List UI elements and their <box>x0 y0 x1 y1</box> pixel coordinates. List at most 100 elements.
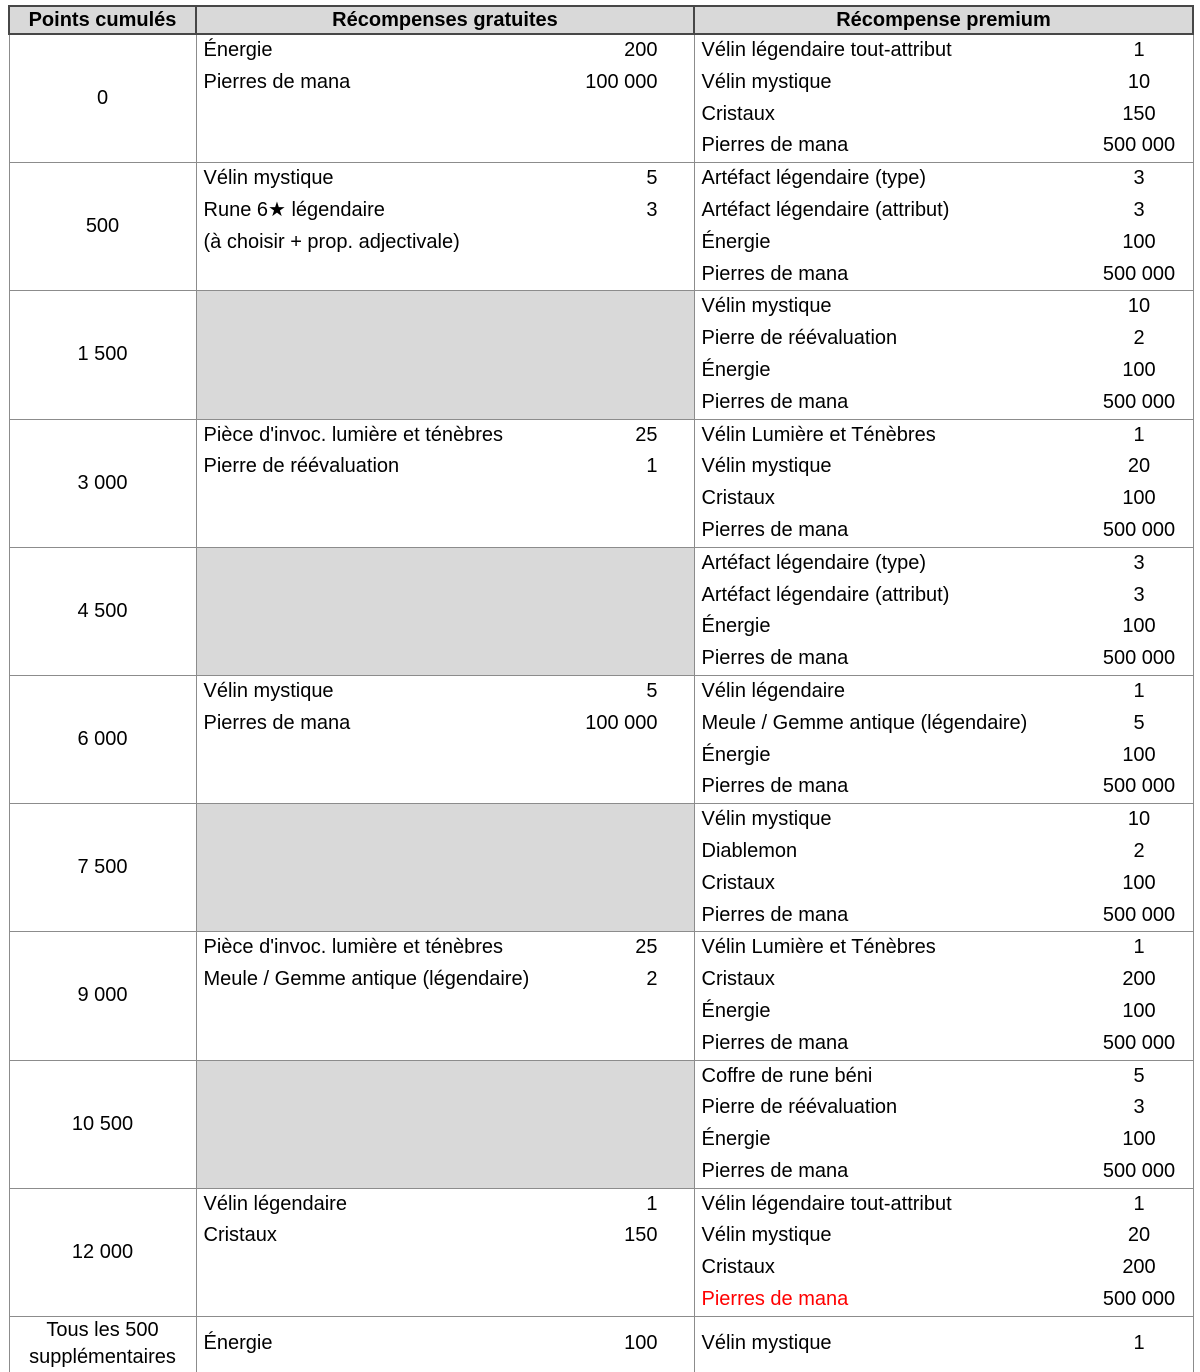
reward-name: Vélin mystique <box>701 295 832 318</box>
reward-name: Vélin mystique <box>701 1224 832 1247</box>
reward-name: Vélin Lumière et Ténèbres <box>701 936 936 959</box>
reward-name: Vélin mystique <box>701 455 832 478</box>
reward-quantity: 10 <box>1127 808 1151 831</box>
reward-item: Vélin mystique 10 <box>695 805 1192 836</box>
premium-rewards-cell: Artéfact légendaire (type) 3 Artéfact lé… <box>693 162 1194 292</box>
reward-item: Vélin mystique 5 <box>197 164 693 195</box>
reward-quantity: 500 000 <box>1102 262 1176 285</box>
free-rewards-cell <box>195 803 695 933</box>
table-row: 7 500 Vélin mystique 10 Diablemon 2 Cris… <box>8 803 1194 933</box>
reward-name: Pierres de mana <box>701 647 849 670</box>
premium-rewards-cell: Vélin légendaire tout-attribut 1 Vélin m… <box>693 33 1194 164</box>
reward-item: Vélin légendaire 1 <box>695 676 1192 707</box>
reward-item: Vélin Lumière et Ténèbres 1 <box>695 420 1192 451</box>
reward-name: Pierres de mana <box>203 711 351 734</box>
reward-name: Cristaux <box>701 968 775 991</box>
reward-name: Meule / Gemme antique (légendaire) <box>701 711 1028 734</box>
reward-name: Cristaux <box>701 1256 775 1279</box>
reward-name: Pierres de mana <box>701 134 849 157</box>
reward-item: Pierres de mana 500 000 <box>695 130 1192 161</box>
reward-quantity: 1 <box>1133 679 1145 702</box>
reward-name: Pierres de mana <box>701 518 849 541</box>
reward-item: Pierres de mana 500 000 <box>695 1028 1192 1059</box>
reward-item: Énergie 100 <box>695 740 1192 772</box>
reward-name: (à choisir + prop. adjectivale) <box>203 230 460 253</box>
premium-rewards-cell: Vélin mystique 10 Pierre de réévaluation… <box>693 290 1194 420</box>
reward-quantity: 500 000 <box>1102 134 1176 157</box>
premium-rewards-cell: Vélin Lumière et Ténèbres 1 Vélin mystiq… <box>693 418 1194 548</box>
reward-item: Pierres de mana 500 000 <box>695 1284 1192 1315</box>
reward-quantity: 100 <box>1122 1128 1156 1151</box>
reward-quantity: 1 <box>646 1192 658 1215</box>
reward-quantity: 3 <box>1133 1096 1145 1119</box>
reward-quantity: 500 000 <box>1102 1159 1176 1182</box>
reward-name: Vélin légendaire <box>701 679 845 702</box>
reward-quantity: 500 000 <box>1102 1031 1176 1054</box>
table-row: 4 500 Artéfact légendaire (type) 3 Artéf… <box>8 546 1194 676</box>
reward-item: Pierres de mana 100 000 <box>197 67 693 99</box>
free-rewards-cell: Énergie 100 <box>195 1315 695 1372</box>
reward-name: Pierres de mana <box>701 1288 849 1311</box>
reward-item: Pièce d'invoc. lumière et ténèbres 25 <box>197 933 693 964</box>
free-rewards-cell: Vélin mystique 5 Rune 6★ légendaire 3 (à… <box>195 162 695 292</box>
reward-item: Pierres de mana 500 000 <box>695 259 1192 290</box>
reward-item: Pierres de mana 500 000 <box>695 515 1192 546</box>
reward-quantity: 500 000 <box>1102 390 1176 413</box>
reward-quantity: 10 <box>1127 70 1151 93</box>
reward-item: Coffre de rune béni 5 <box>695 1061 1192 1092</box>
points-cell: 9 000 <box>8 931 197 1061</box>
reward-item: Vélin légendaire tout-attribut 1 <box>695 1189 1192 1220</box>
reward-name: Énergie <box>701 230 771 253</box>
reward-name: Meule / Gemme antique (légendaire) <box>203 968 530 991</box>
points-cell: 500 <box>8 162 197 292</box>
points-cell: Tous les 500 supplémentaires <box>8 1315 197 1372</box>
table-row: 500 Vélin mystique 5 Rune 6★ légendaire … <box>8 162 1194 292</box>
table-row: 6 000 Vélin mystique 5 Pierres de mana 1… <box>8 674 1194 805</box>
reward-item: Meule / Gemme antique (légendaire) 5 <box>695 708 1192 740</box>
reward-name: Artéfact légendaire (type) <box>701 167 927 190</box>
rewards-table: Points cumulés Récompenses gratuites Réc… <box>8 5 1194 1372</box>
reward-quantity: 2 <box>646 968 658 991</box>
reward-quantity: 1 <box>1133 423 1145 446</box>
reward-item: Artéfact légendaire (attribut) 3 <box>695 195 1192 227</box>
column-header-free-rewards: Récompenses gratuites <box>195 5 695 35</box>
reward-item: Vélin mystique 10 <box>695 67 1192 99</box>
reward-item: Énergie 100 <box>695 1124 1192 1156</box>
reward-name: Énergie <box>701 615 771 638</box>
reward-name: Vélin mystique <box>203 167 334 190</box>
reward-name: Cristaux <box>701 487 775 510</box>
reward-quantity: 3 <box>646 198 658 221</box>
reward-name: Coffre de rune béni <box>701 1064 873 1087</box>
reward-quantity: 25 <box>635 936 658 959</box>
reward-quantity: 2 <box>1133 327 1145 350</box>
reward-quantity: 5 <box>1133 1064 1145 1087</box>
reward-item: Pierres de mana 500 000 <box>695 1156 1192 1187</box>
table-row: 1 500 Vélin mystique 10 Pierre de rééval… <box>8 290 1194 420</box>
reward-name: Pièce d'invoc. lumière et ténèbres <box>203 423 504 446</box>
reward-name: Énergie <box>701 743 771 766</box>
column-header-points: Points cumulés <box>8 5 197 35</box>
reward-quantity: 500 000 <box>1102 903 1176 926</box>
reward-quantity: 100 <box>1122 487 1156 510</box>
reward-name: Vélin légendaire <box>203 1192 347 1215</box>
reward-quantity: 5 <box>646 167 658 190</box>
premium-rewards-cell: Artéfact légendaire (type) 3 Artéfact lé… <box>693 546 1194 676</box>
reward-quantity: 1 <box>1133 936 1145 959</box>
reward-quantity: 3 <box>1133 198 1145 221</box>
reward-item: Énergie 100 <box>695 611 1192 643</box>
reward-quantity: 500 000 <box>1102 647 1176 670</box>
reward-quantity: 500 000 <box>1102 518 1176 541</box>
reward-quantity: 2 <box>1133 839 1145 862</box>
free-rewards-cell <box>195 546 695 676</box>
points-cell: 1 500 <box>8 290 197 420</box>
free-rewards-cell: Pièce d'invoc. lumière et ténèbres 25 Me… <box>195 931 695 1061</box>
reward-item: Énergie 100 <box>197 1328 693 1360</box>
reward-item: Pierres de mana 500 000 <box>695 643 1192 674</box>
table-row: Tous les 500 supplémentaires Énergie 100… <box>8 1315 1194 1372</box>
reward-name: Artéfact légendaire (attribut) <box>701 198 950 221</box>
reward-name: Artéfact légendaire (attribut) <box>701 583 950 606</box>
reward-name: Vélin mystique <box>701 1332 832 1355</box>
reward-name: Vélin légendaire tout-attribut <box>701 39 952 61</box>
column-header-premium-reward: Récompense premium <box>693 5 1194 35</box>
reward-name: Énergie <box>203 1332 273 1355</box>
